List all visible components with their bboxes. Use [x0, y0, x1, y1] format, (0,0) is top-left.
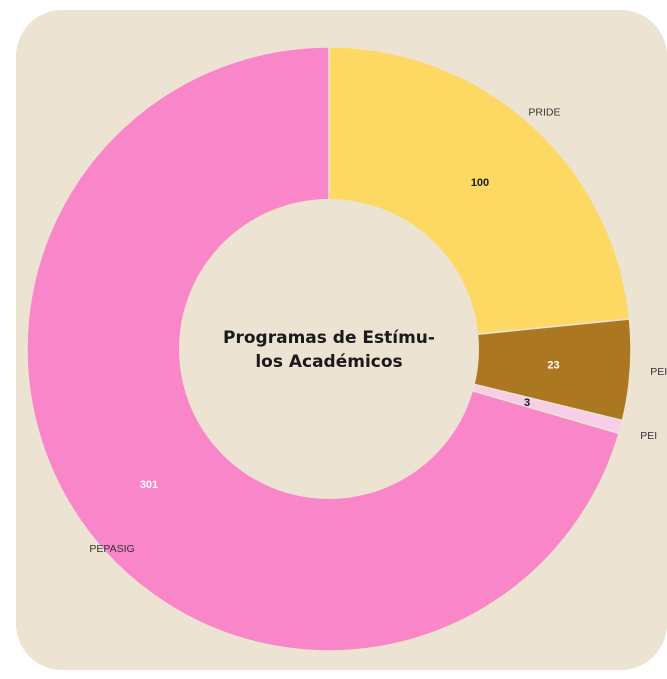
category-label-3: PEPASIG: [89, 543, 134, 555]
category-label-1: PEI: [650, 366, 667, 378]
category-label-0: PRIDE: [528, 106, 560, 118]
chart-title-line-2: los Académicos: [255, 352, 402, 372]
value-label-0: 100: [471, 177, 489, 189]
value-labels: 100 23 3 301: [140, 177, 560, 491]
category-labels: PRIDE PEI PEI PEPASIG: [89, 106, 667, 555]
category-label-2: PEI: [640, 430, 657, 442]
chart-title-line-1: Programas de Estímu-: [223, 328, 435, 348]
value-label-2: 3: [524, 397, 530, 409]
value-label-3: 301: [140, 479, 158, 491]
donut-hole: [179, 199, 479, 499]
value-label-1: 23: [547, 360, 559, 372]
